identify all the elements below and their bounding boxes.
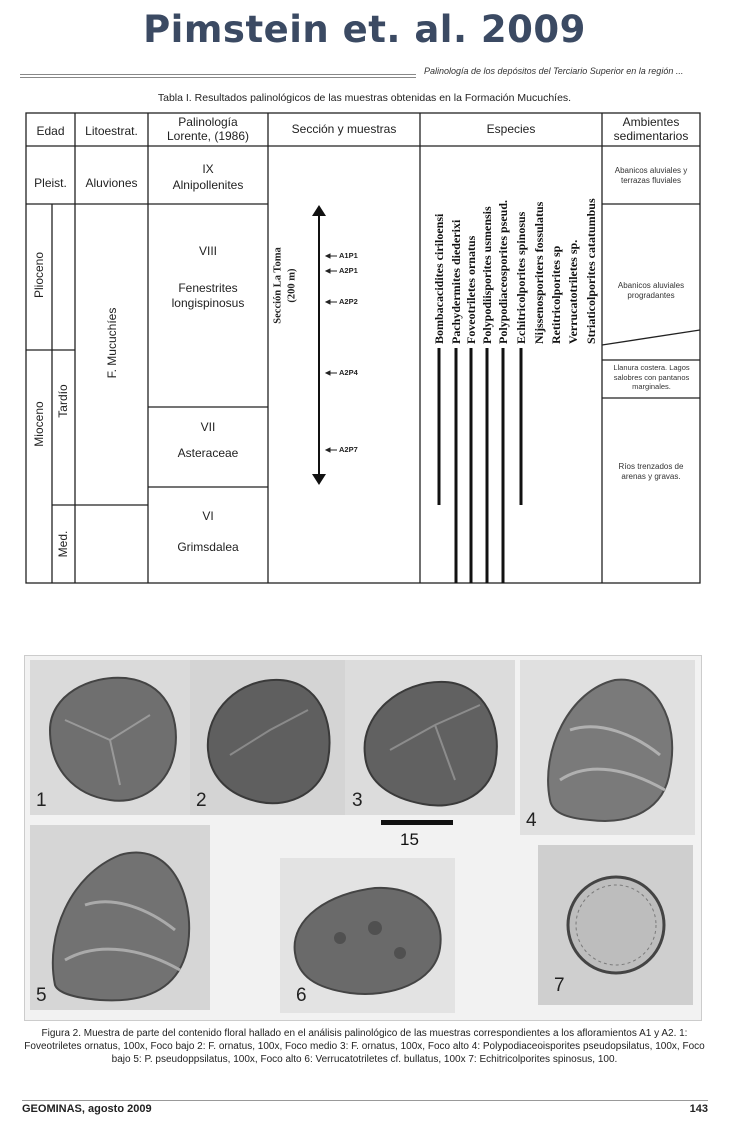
species-name: Nijssenosporiters fossulatus	[532, 201, 546, 344]
figure-caption: Figura 2. Muestra de parte del contenido…	[22, 1027, 707, 1066]
panel-number: 4	[526, 810, 537, 831]
table-caption: Tabla I. Resultados palinológicos de las…	[157, 92, 572, 104]
spore-image	[51, 851, 191, 1002]
species-name: Polypodiisporites usmensis	[480, 206, 494, 344]
species-name: Retitricolporites sp	[549, 245, 563, 344]
scale-bar	[381, 820, 453, 825]
panel-number: 7	[554, 975, 565, 996]
panel-number: 5	[36, 985, 47, 1006]
species-name: Polypodiaceosporites pseud.	[496, 199, 510, 344]
sample-label: A2P1	[339, 266, 358, 275]
panel-number: 2	[196, 790, 207, 811]
section-thickness: (200 m)	[286, 268, 298, 303]
epoch-pleistocene: Pleist.	[34, 176, 67, 190]
zone-number: IX	[202, 162, 214, 176]
litho-aluviones: Aluviones	[85, 176, 138, 190]
header-seccion: Sección y muestras	[291, 122, 397, 136]
epoch-miocene: Mioceno	[32, 401, 46, 447]
section-name: Sección La Toma	[272, 247, 284, 324]
panel-number: 1	[36, 790, 47, 811]
sample-label: A2P4	[339, 368, 358, 377]
running-head-text: Palinología de los depósitos del Terciar…	[424, 66, 684, 76]
spore-image	[293, 886, 442, 995]
running-head: Palinología de los depósitos del Terciar…	[20, 62, 710, 82]
page-footer: GEOMINAS, agosto 2009 143	[22, 1100, 708, 1117]
environment-text: Abanicos aluviales y terrazas fluviales	[614, 166, 688, 185]
spore-image	[206, 678, 331, 805]
header-palinologia: Palinología	[178, 115, 238, 129]
micrograph-panel	[345, 660, 515, 815]
micrograph-panel	[538, 845, 693, 1005]
spore-image	[566, 875, 666, 975]
epoch-late: Tardío	[56, 384, 70, 418]
sample-label: A1P1	[339, 251, 358, 260]
spore-image	[363, 680, 498, 807]
species-name: Bombacacidites ciriloensi	[432, 213, 446, 344]
panel-number: 6	[296, 985, 307, 1006]
rule-line	[20, 77, 416, 78]
environment-text: Llanura costera. Lagos salobres con pant…	[613, 363, 690, 391]
species-name: Echitricolporites spinosus	[514, 211, 528, 344]
banner: Pimstein et. al. 2009	[0, 0, 729, 58]
zone-number: VIII	[198, 244, 217, 258]
rule-line	[20, 74, 416, 75]
journal-name: GEOMINAS, agosto 2009	[22, 1103, 152, 1115]
species-name: Striaticolporites catatumbus	[584, 198, 598, 344]
zone-number: VII	[200, 420, 216, 434]
header-sedimentarios: sedimentarios	[613, 129, 689, 143]
zone-name: Asteraceae	[177, 446, 239, 460]
species-name: Foveotriletes ornatus	[464, 235, 478, 344]
epoch-pliocene: Plioceno	[32, 251, 46, 299]
spore-image	[48, 676, 177, 802]
micrograph-panel	[280, 858, 455, 1013]
micrograph-panel	[520, 660, 695, 835]
zone-name: Alnipollenites	[172, 178, 244, 192]
table-grid	[25, 112, 701, 584]
environment-text: Ríos trenzados de arenas y gravas.	[618, 462, 684, 481]
species-name: Pachydermites diederixi	[449, 219, 463, 344]
banner-title: Pimstein et. al. 2009	[143, 8, 586, 51]
micrograph-panel	[30, 825, 210, 1010]
header-palinologia-ref: Lorente, (1986)	[166, 129, 250, 143]
scale-label: 15	[400, 830, 419, 849]
sample-label: A2P2	[339, 297, 358, 306]
panel-number: 3	[352, 790, 363, 811]
epoch-middle: Med.	[56, 530, 70, 558]
species-name: Verrucatotriletes sp.	[566, 239, 580, 344]
sample-label: A2P7	[339, 445, 358, 454]
spore-image	[547, 678, 674, 822]
zone-name: Grimsdalea	[177, 540, 239, 554]
micrograph-panel	[190, 660, 345, 815]
header-edad: Edad	[36, 124, 65, 138]
header-ambientes: Ambientes	[622, 115, 680, 129]
header-litoestrat: Litoestrat.	[85, 124, 138, 138]
environment-text: Abanicos aluviales progradantes	[617, 281, 685, 300]
litho-mucuchies: F. Mucuchíes	[105, 307, 119, 379]
figure-caption-part: Figura 2. Muestra de parte del contenido…	[24, 1028, 688, 1052]
zone-number: VI	[202, 509, 214, 523]
micrograph-panel	[30, 660, 190, 815]
header-especies: Especies	[486, 122, 536, 136]
figure-caption-part: Polypodiaceoisporites pseudopsilatus, 10…	[111, 1041, 705, 1065]
page-number: 143	[689, 1103, 708, 1115]
zone-name: Fenestrites longispinosus	[171, 281, 245, 310]
